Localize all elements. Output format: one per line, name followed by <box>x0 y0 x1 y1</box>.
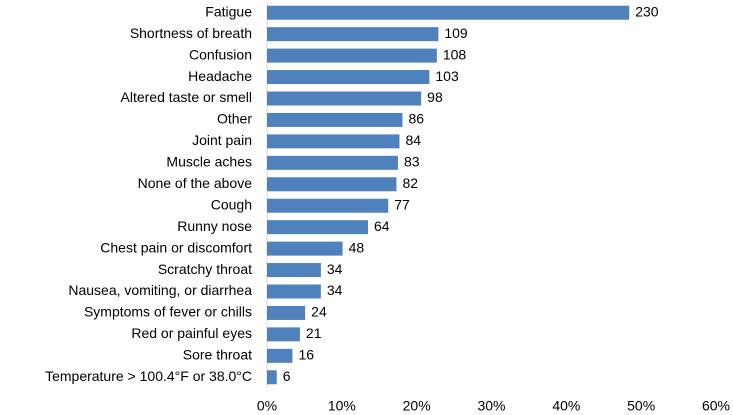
bar <box>267 370 277 385</box>
y-tick-label: Cough <box>211 196 252 212</box>
bar <box>267 112 403 127</box>
bar <box>267 48 437 63</box>
bar <box>267 5 630 20</box>
y-tick-label: Runny nose <box>177 218 252 234</box>
y-tick-label: Temperature > 100.4°F or 38.0°C <box>45 368 252 384</box>
x-tick-label: 0% <box>257 398 277 414</box>
data-label: 230 <box>635 3 659 19</box>
y-tick-label: Headache <box>188 68 252 84</box>
data-label: 83 <box>404 154 420 170</box>
data-label: 82 <box>402 175 418 191</box>
data-label: 98 <box>427 89 443 105</box>
bar <box>267 220 369 235</box>
bar <box>267 305 306 320</box>
data-label: 84 <box>405 132 421 148</box>
y-tick-label: Scratchy throat <box>158 261 252 277</box>
x-tick-label: 60% <box>702 398 730 414</box>
bar <box>267 177 397 192</box>
bar <box>267 263 321 278</box>
y-tick-label: Sore throat <box>183 347 252 363</box>
data-label: 16 <box>298 347 314 363</box>
data-label: 64 <box>374 218 390 234</box>
bar <box>267 348 293 363</box>
y-tick-label: Altered taste or smell <box>121 89 253 105</box>
data-label: 34 <box>327 261 343 277</box>
bar <box>267 91 422 106</box>
y-tick-label: Joint pain <box>192 132 252 148</box>
data-label: 48 <box>349 239 365 255</box>
y-tick-label: Other <box>217 111 252 127</box>
y-tick-label: Chest pain or discomfort <box>100 239 252 255</box>
bar <box>267 70 430 85</box>
data-label: 108 <box>443 46 467 62</box>
y-tick-label: Red or painful eyes <box>131 325 252 341</box>
data-label: 6 <box>283 368 291 384</box>
bar <box>267 241 343 256</box>
x-tick-label: 10% <box>328 398 356 414</box>
x-tick-label: 40% <box>552 398 580 414</box>
x-tick-label: 30% <box>477 398 505 414</box>
x-tick-label: 20% <box>403 398 431 414</box>
data-label: 109 <box>444 25 468 41</box>
y-tick-label: Shortness of breath <box>130 25 252 41</box>
bar <box>267 155 398 170</box>
y-tick-label: Muscle aches <box>166 154 252 170</box>
y-tick-label: None of the above <box>138 175 253 191</box>
bar <box>267 327 300 342</box>
bar <box>267 134 400 149</box>
data-label: 24 <box>311 304 327 320</box>
bar <box>267 284 321 299</box>
bar <box>267 198 389 213</box>
y-tick-label: Nausea, vomiting, or diarrhea <box>68 282 252 298</box>
y-tick-label: Fatigue <box>205 3 252 19</box>
bar <box>267 27 439 42</box>
data-label: 86 <box>408 111 424 127</box>
data-label: 21 <box>306 325 322 341</box>
x-tick-label: 50% <box>627 398 655 414</box>
data-label: 34 <box>327 282 343 298</box>
y-tick-label: Confusion <box>189 46 252 62</box>
data-label: 77 <box>394 196 410 212</box>
y-tick-label: Symptoms of fever or chills <box>84 304 252 320</box>
data-label: 103 <box>435 68 459 84</box>
